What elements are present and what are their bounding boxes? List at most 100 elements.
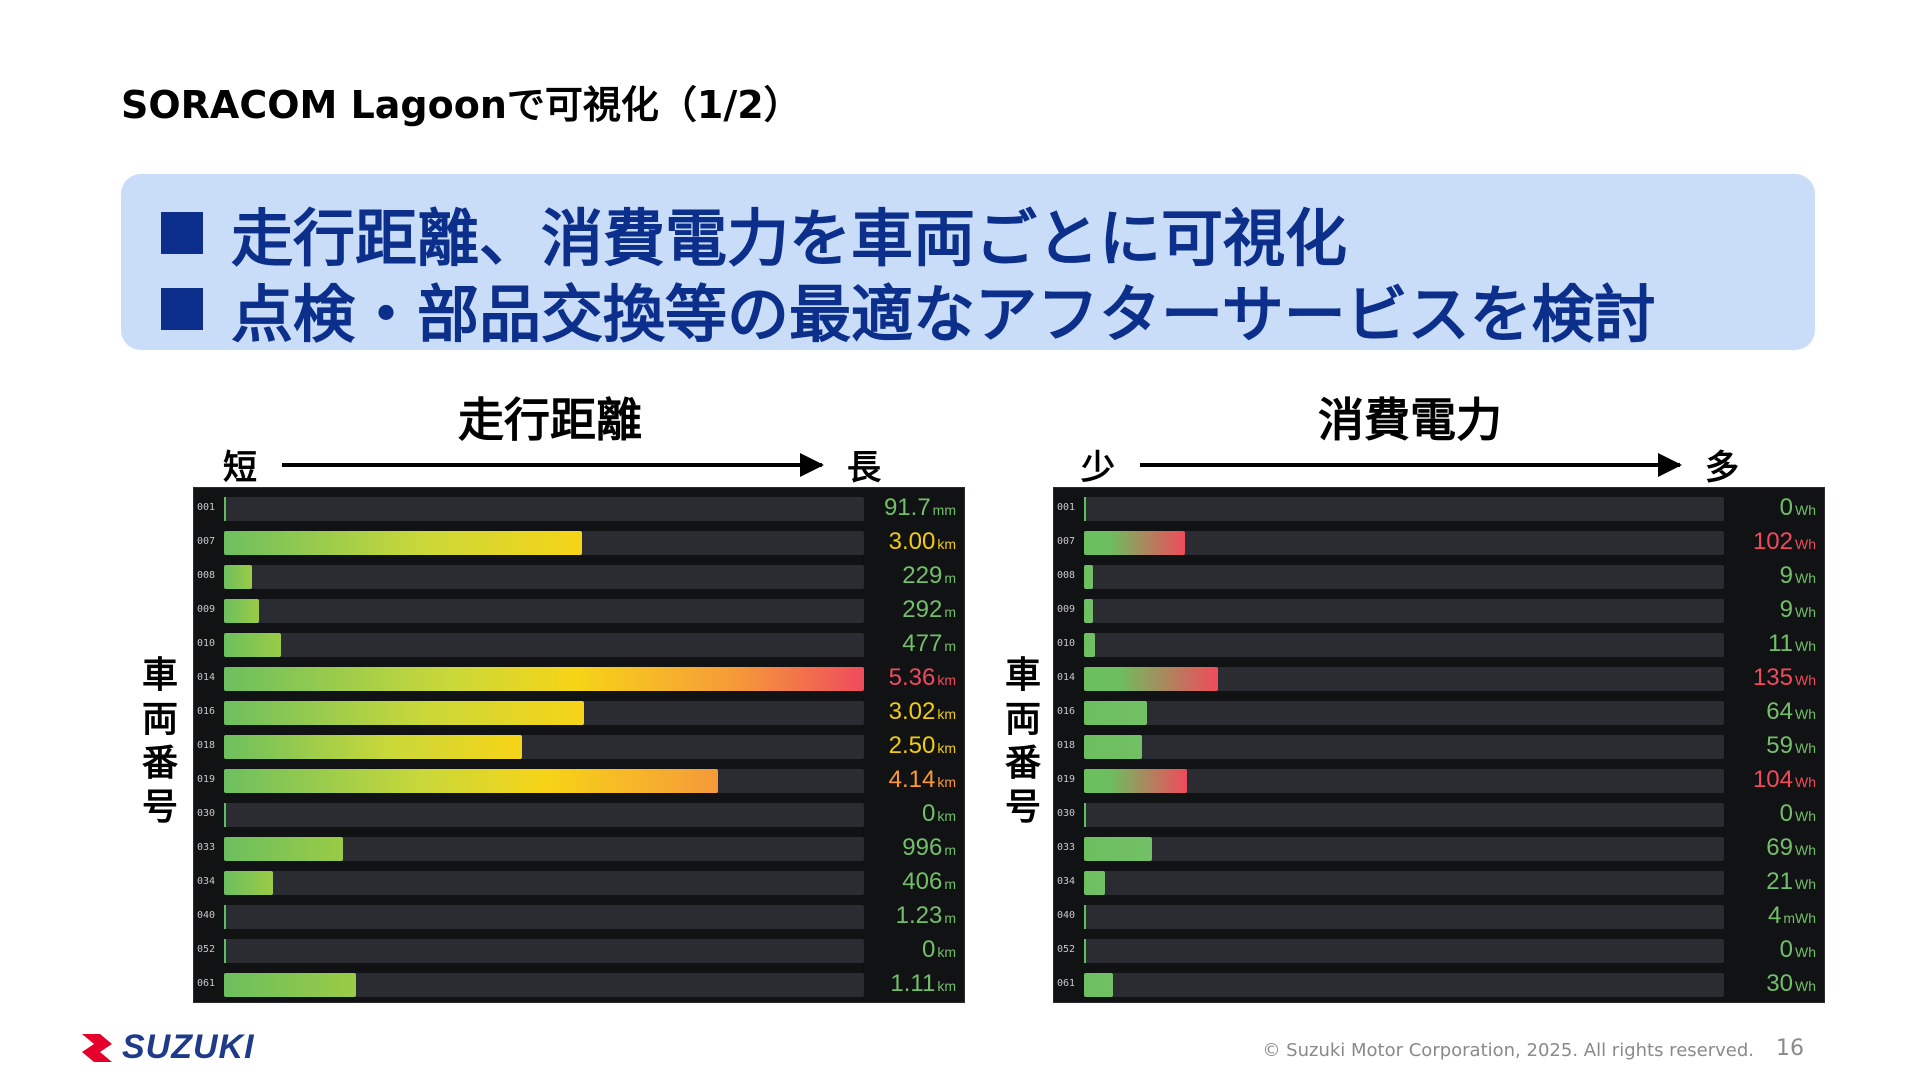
vehicle-id: 009: [1057, 604, 1076, 615]
bar-value: 996 m: [902, 834, 956, 862]
vehicle-id: 052: [1057, 944, 1076, 955]
value-unit: m: [944, 910, 956, 926]
bar-fill: [224, 837, 344, 861]
summary-box: 走行距離、消費電力を車両ごとに可視化 点検・部品交換等の最適なアフターサービスを…: [121, 174, 1815, 351]
vehicle-id: 033: [1057, 842, 1076, 853]
vehicle-number-axis-label: 車 両 番 号: [1001, 654, 1045, 830]
bar-track: [1084, 973, 1724, 997]
power-bar-gauge: 001 0 Wh 007 102 Wh 008 9 Wh 009 9 Wh 010 11 Wh 014 135 W…: [1053, 487, 1825, 1003]
value-number: 0: [1779, 800, 1793, 827]
vehicle-number-axis-label: 車 両 番 号: [138, 654, 182, 830]
bar-track: [224, 633, 864, 657]
vehicle-row: 034 406 m: [194, 865, 964, 899]
vehicle-id: 014: [197, 672, 216, 683]
vehicle-id: 007: [197, 536, 216, 547]
bar-track: [1084, 497, 1724, 521]
value-number: 292: [902, 596, 943, 623]
bar-value: 2.50 km: [889, 732, 956, 760]
bar-zero-tick: [1084, 497, 1086, 521]
vehicle-row: 007 3.00 km: [194, 525, 964, 559]
value-unit: m: [944, 570, 956, 586]
bar-value: 0 km: [922, 936, 956, 964]
bar-fill: [1084, 871, 1106, 895]
bar-track: [224, 497, 864, 521]
copyright: © Suzuki Motor Corporation, 2025. All ri…: [1262, 1040, 1754, 1061]
value-unit: Wh: [1795, 740, 1816, 756]
bar-fill: [224, 531, 583, 555]
value-unit: Wh: [1795, 604, 1816, 620]
bar-track: [224, 837, 864, 861]
vehicle-id: 016: [197, 706, 216, 717]
arrow-line: [1140, 452, 1682, 477]
bar-track: [224, 599, 864, 623]
bar-track: [1084, 633, 1724, 657]
arrow-right-icon: [800, 452, 824, 477]
bar-zero-tick: [224, 905, 226, 929]
bar-track: [224, 905, 864, 929]
bar-zero-tick: [1084, 939, 1086, 963]
value-number: 0: [921, 800, 936, 827]
distance-bar-gauge: 001 91.7 mm 007 3.00 km 008 229 m 009 292 m 010 477 m 0…: [193, 487, 965, 1003]
slide-title: SORACOM Lagoonで可視化（1/2）: [121, 83, 802, 127]
value-unit: m: [944, 604, 956, 620]
bar-track: [1084, 735, 1724, 759]
vehicle-id: 014: [1057, 672, 1076, 683]
vehicle-id: 061: [197, 978, 216, 989]
bar-zero-tick: [224, 497, 226, 521]
bar-value: 21 Wh: [1766, 868, 1816, 896]
distance-scale-arrow: 短 長: [212, 440, 892, 489]
vehicle-row: 052 0 Wh: [1054, 933, 1824, 967]
bar-track: [1084, 769, 1724, 793]
value-number: 104: [1752, 766, 1793, 793]
vehicle-id: 034: [1057, 876, 1076, 887]
value-unit: km: [937, 706, 956, 722]
logo-wordmark: SUZUKI: [122, 1028, 255, 1066]
value-unit: Wh: [1795, 876, 1816, 892]
suzuki-s-icon: [82, 1033, 112, 1062]
vehicle-id: 008: [1057, 570, 1076, 581]
value-number: 91.7: [883, 494, 931, 521]
bar-track: [1084, 531, 1724, 555]
bar-value: 1.23 m: [896, 902, 956, 930]
value-number: 5.36: [888, 664, 936, 691]
vehicle-id: 033: [197, 842, 216, 853]
bar-value: 30 Wh: [1766, 970, 1816, 998]
arrow-right-icon: [1658, 452, 1682, 477]
bar-fill: [224, 599, 259, 623]
bar-fill: [224, 973, 357, 997]
bullet-square-icon: [161, 212, 203, 254]
bar-fill: [1084, 633, 1095, 657]
bar-value: 477 m: [902, 630, 956, 658]
arrow-right-label: 多: [1705, 448, 1739, 488]
bar-fill: [1084, 973, 1114, 997]
vehicle-row: 014 5.36 km: [194, 661, 964, 695]
bar-fill: [1084, 769, 1188, 793]
vehicle-row: 061 1.11 km: [194, 967, 964, 1001]
vehicle-id: 030: [197, 808, 216, 819]
value-number: 69: [1766, 834, 1793, 861]
bar-value: 229 m: [902, 562, 956, 590]
vehicle-row: 001 0 Wh: [1054, 491, 1824, 525]
bar-value: 0 km: [922, 800, 956, 828]
bar-value: 91.7 mm: [884, 494, 956, 522]
bar-value: 3.00 km: [889, 528, 956, 556]
value-unit: m: [944, 842, 956, 858]
vehicle-row: 016 64 Wh: [1054, 695, 1824, 729]
bar-value: 292 m: [902, 596, 956, 624]
value-number: 4.14: [888, 766, 936, 793]
bar-fill: [1084, 565, 1093, 589]
arrow-left-label: 少: [1081, 448, 1115, 488]
value-number: 1.23: [895, 902, 943, 929]
bar-fill: [224, 769, 719, 793]
value-unit: km: [937, 978, 956, 994]
vehicle-id: 019: [197, 774, 216, 785]
vehicle-row: 019 104 Wh: [1054, 763, 1824, 797]
bar-track: [224, 803, 864, 827]
value-unit: Wh: [1795, 842, 1816, 858]
bar-value: 1.11 km: [890, 970, 956, 998]
vehicle-id: 001: [197, 502, 216, 513]
bar-track: [1084, 837, 1724, 861]
value-number: 1.11: [890, 970, 936, 997]
bar-value: 11 Wh: [1768, 630, 1816, 658]
value-unit: Wh: [1795, 536, 1816, 552]
